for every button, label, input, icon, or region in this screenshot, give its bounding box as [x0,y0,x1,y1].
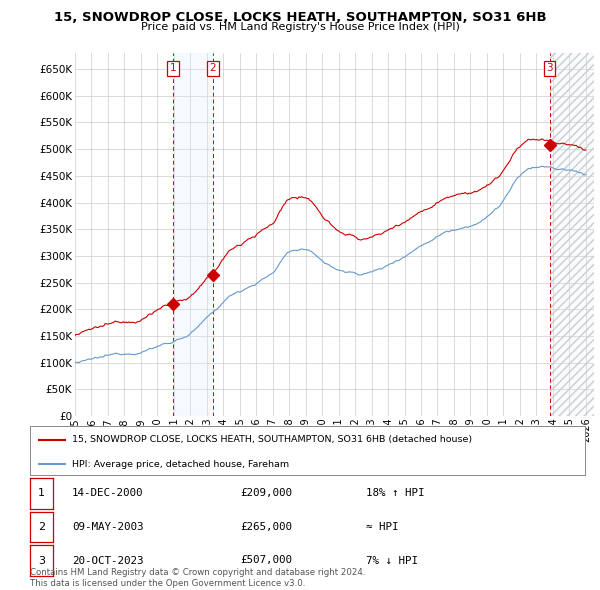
Text: 3: 3 [38,556,45,565]
Text: Price paid vs. HM Land Registry's House Price Index (HPI): Price paid vs. HM Land Registry's House … [140,22,460,32]
Bar [550,53,594,416]
Text: 18% ↑ HPI: 18% ↑ HPI [366,489,425,498]
Text: 1: 1 [170,63,176,73]
Bar [173,53,213,416]
Bar [550,53,594,416]
Text: £209,000: £209,000 [240,489,292,498]
Text: 3: 3 [546,63,553,73]
Text: £265,000: £265,000 [240,522,292,532]
Text: £507,000: £507,000 [240,556,292,565]
Text: 2: 2 [38,522,45,532]
Text: 15, SNOWDROP CLOSE, LOCKS HEATH, SOUTHAMPTON, SO31 6HB: 15, SNOWDROP CLOSE, LOCKS HEATH, SOUTHAM… [53,11,547,24]
Text: 20-OCT-2023: 20-OCT-2023 [72,556,143,565]
Text: 14-DEC-2000: 14-DEC-2000 [72,489,143,498]
Text: 7% ↓ HPI: 7% ↓ HPI [366,556,418,565]
Text: 2: 2 [209,63,216,73]
Text: 1: 1 [38,489,45,498]
Text: 09-MAY-2003: 09-MAY-2003 [72,522,143,532]
Text: 15, SNOWDROP CLOSE, LOCKS HEATH, SOUTHAMPTON, SO31 6HB (detached house): 15, SNOWDROP CLOSE, LOCKS HEATH, SOUTHAM… [71,435,472,444]
Text: ≈ HPI: ≈ HPI [366,522,398,532]
Text: Contains HM Land Registry data © Crown copyright and database right 2024.
This d: Contains HM Land Registry data © Crown c… [30,568,365,588]
Text: HPI: Average price, detached house, Fareham: HPI: Average price, detached house, Fare… [71,460,289,468]
